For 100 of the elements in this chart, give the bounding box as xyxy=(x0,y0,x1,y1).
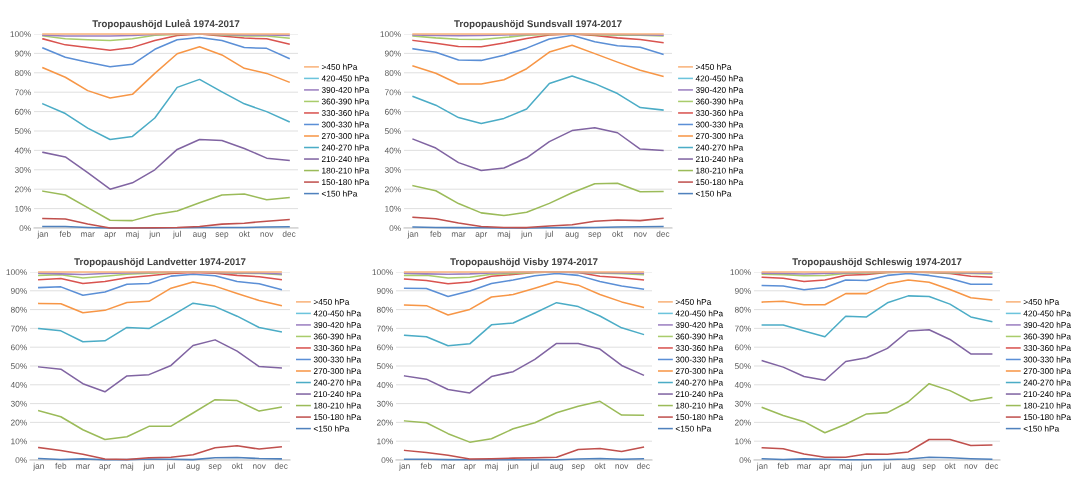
line-series xyxy=(412,216,664,229)
legend-label: 330-360 hPa xyxy=(313,344,362,351)
line-series xyxy=(38,271,282,285)
line-series xyxy=(403,301,645,347)
x-tick-label: aug xyxy=(901,464,915,471)
legend-label: 420-450 hPa xyxy=(1023,310,1072,317)
line-series xyxy=(42,78,290,141)
line-series xyxy=(403,342,645,394)
y-tick-label: 0% xyxy=(739,457,751,464)
x-tick-label: apr xyxy=(819,464,831,471)
x-tick-label: jul xyxy=(166,462,175,471)
y-tick-label: 20% xyxy=(14,186,31,193)
line-series xyxy=(403,272,645,298)
line-series xyxy=(761,438,993,458)
y-tick-label: 30% xyxy=(14,167,31,173)
legend-label: 270-300 hPa xyxy=(321,132,370,139)
legend-label: >450 hPa xyxy=(695,63,732,70)
line-series xyxy=(403,400,645,443)
legend-label: 390-420 hPa xyxy=(1023,321,1072,328)
x-tick-label: jan xyxy=(37,230,48,239)
y-tick-label: 40% xyxy=(376,382,393,388)
y-tick-label: 30% xyxy=(384,167,401,173)
x-tick-label: okt xyxy=(612,230,623,237)
x-tick-label: dec xyxy=(274,462,288,469)
y-tick-label: 60% xyxy=(384,108,401,115)
x-tick-label: jun xyxy=(520,230,532,239)
line-series xyxy=(42,33,290,52)
y-tick-label: 90% xyxy=(376,288,393,294)
x-tick-label: jul xyxy=(544,230,553,239)
y-tick-label: 20% xyxy=(376,419,393,426)
x-tick-label: nov xyxy=(964,464,978,469)
legend-label: 300-330 hPa xyxy=(695,121,744,128)
legend-label: 330-360 hPa xyxy=(1023,344,1072,351)
x-tick-label: jul xyxy=(172,230,181,239)
x-tick-label: apr xyxy=(464,464,476,471)
line-series xyxy=(38,302,282,343)
x-tick-label: maj xyxy=(485,462,498,471)
y-tick-label: 0% xyxy=(381,457,393,464)
x-tick-label: feb xyxy=(430,230,442,237)
legend-label: >450 hPa xyxy=(1023,298,1060,305)
legend-label: 270-300 hPa xyxy=(313,367,362,374)
y-tick-label: 30% xyxy=(376,400,393,407)
y-tick-label: 80% xyxy=(14,70,31,76)
y-tick-label: 80% xyxy=(384,70,401,76)
legend-label: 420-450 hPa xyxy=(313,310,362,317)
x-tick-label: dec xyxy=(636,462,650,469)
y-tick-label: 100% xyxy=(6,269,27,276)
y-tick-label: 90% xyxy=(734,288,751,294)
y-tick-label: 80% xyxy=(10,306,27,313)
legend-label: 390-420 hPa xyxy=(695,86,744,93)
x-tick-label: sep xyxy=(215,232,229,239)
legend-label: 420-450 hPa xyxy=(675,310,724,317)
x-tick-label: nov xyxy=(615,464,629,469)
chart-title: Tropopaushöjd Schleswig 1974-2017 xyxy=(792,258,962,268)
x-tick-label: maj xyxy=(497,230,511,239)
legend-label: 150-180 hPa xyxy=(696,178,744,186)
legend-label: 240-270 hPa xyxy=(1023,379,1072,386)
x-tick-label: mar xyxy=(451,232,466,237)
legend-label: 360-390 hPa xyxy=(1023,333,1072,340)
x-tick-label: jan xyxy=(398,462,410,471)
legend-label: 390-420 hPa xyxy=(313,321,362,328)
x-tick-label: sep xyxy=(922,464,936,471)
x-tick-label: apr xyxy=(99,464,111,471)
x-tick-label: aug xyxy=(565,232,579,239)
x-tick-label: jan xyxy=(756,462,768,471)
x-tick-label: maj xyxy=(126,230,139,239)
legend-label: 330-360 hPa xyxy=(675,344,724,351)
line-series xyxy=(38,273,282,297)
legend-label: 300-330 hPa xyxy=(675,356,724,363)
y-tick-label: 40% xyxy=(14,147,31,154)
legend-label: 270-300 hPa xyxy=(1023,367,1072,374)
x-tick-label: aug xyxy=(186,464,200,471)
legend-label: <150 hPa xyxy=(321,190,358,197)
y-tick-label: 100% xyxy=(730,269,751,276)
line-series xyxy=(38,281,282,314)
x-tick-label: nov xyxy=(634,232,647,237)
x-tick-label: maj xyxy=(120,462,134,471)
y-tick-label: 50% xyxy=(734,363,751,370)
line-series xyxy=(412,44,664,85)
x-tick-label: okt xyxy=(231,462,243,469)
legend-label: 150-180 hPa xyxy=(676,413,724,421)
y-tick-label: 40% xyxy=(10,382,27,388)
legend-label: <150 hPa xyxy=(695,190,732,197)
y-tick-label: 100% xyxy=(372,269,393,276)
x-tick-label: mar xyxy=(797,464,812,469)
y-tick-label: 20% xyxy=(384,186,401,193)
x-tick-label: jul xyxy=(530,462,539,471)
legend-label: 390-420 hPa xyxy=(321,86,370,93)
y-tick-label: 10% xyxy=(11,438,27,445)
legend-label: >450 hPa xyxy=(321,63,358,70)
legend-label: 210-240 hPa xyxy=(675,390,724,398)
chart-title: Tropopaushöjd Visby 1974-2017 xyxy=(450,258,598,268)
legend-label: 180-210 hPa xyxy=(314,402,362,409)
line-series xyxy=(403,446,645,460)
y-tick-label: 30% xyxy=(10,400,27,407)
y-tick-label: 60% xyxy=(10,344,27,351)
legend-label: 180-210 hPa xyxy=(676,402,724,409)
y-tick-label: 100% xyxy=(10,31,31,38)
y-tick-label: 70% xyxy=(10,325,27,332)
legend-label: 330-360 hPa xyxy=(321,109,370,116)
